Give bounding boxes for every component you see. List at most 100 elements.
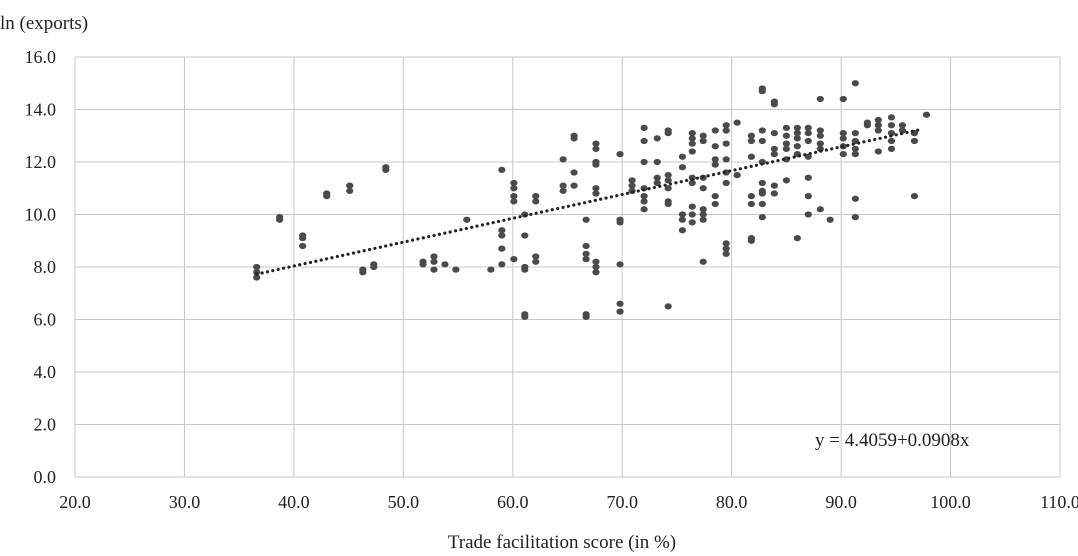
data-point — [521, 263, 529, 271]
data-point — [770, 130, 778, 137]
data-point — [711, 156, 719, 163]
data-point — [816, 132, 824, 139]
data-point — [711, 193, 719, 200]
data-point — [510, 179, 518, 187]
data-point — [664, 172, 672, 179]
data-point — [887, 145, 896, 152]
data-point — [616, 216, 624, 223]
data-point — [699, 185, 707, 192]
data-point — [747, 137, 755, 145]
data-point — [804, 193, 812, 200]
x-tick-label: 40.0 — [278, 492, 310, 512]
data-point — [430, 266, 438, 273]
data-point — [863, 119, 871, 126]
data-point — [699, 216, 707, 223]
data-point — [640, 158, 648, 166]
data-point — [758, 214, 766, 221]
data-point — [640, 193, 648, 200]
data-point — [532, 258, 540, 265]
data-point — [582, 216, 590, 223]
data-point — [678, 227, 687, 234]
data-point — [688, 203, 696, 210]
data-point — [887, 122, 896, 129]
data-point — [616, 308, 624, 315]
data-point — [688, 135, 696, 142]
data-point — [688, 140, 696, 147]
data-point — [559, 182, 567, 189]
x-tick-label: 60.0 — [497, 492, 529, 512]
x-tick-label: 90.0 — [825, 492, 857, 512]
x-axis-title: Trade facilitation score (in %) — [448, 532, 676, 553]
data-point — [711, 200, 719, 208]
data-point — [664, 177, 672, 184]
data-point — [782, 177, 790, 184]
data-point — [770, 151, 778, 158]
data-point — [498, 232, 506, 239]
data-point — [323, 190, 331, 197]
data-point — [804, 174, 812, 181]
data-point — [664, 127, 672, 134]
data-point — [782, 145, 790, 152]
y-tick-label: 0.0 — [34, 467, 57, 487]
data-point — [887, 130, 896, 137]
x-tick-label: 50.0 — [388, 492, 420, 512]
data-point — [711, 161, 719, 168]
data-point — [678, 164, 687, 171]
data-point — [747, 200, 755, 208]
y-tick-label: 10.0 — [25, 205, 57, 225]
data-point — [532, 193, 540, 200]
data-point — [898, 127, 907, 134]
data-point — [758, 187, 766, 194]
data-point — [851, 195, 859, 202]
x-tick-label: 110.0 — [1040, 492, 1078, 512]
data-point — [678, 216, 687, 223]
data-point — [532, 253, 540, 260]
data-point — [346, 182, 354, 189]
data-point — [793, 135, 801, 142]
x-tick-label: 20.0 — [59, 492, 91, 512]
data-point — [498, 227, 506, 234]
data-point — [722, 140, 730, 147]
data-point — [747, 235, 755, 242]
data-point — [782, 132, 790, 139]
x-tick-labels: 20.0 30.0 40.0 50.0 60.0 70.0 80.0 90.0 100.0 110… — [59, 492, 1078, 512]
data-point — [664, 303, 672, 310]
data-point — [874, 122, 882, 129]
data-point — [678, 153, 687, 160]
data-point — [582, 311, 590, 318]
data-point — [688, 219, 696, 226]
y-tick-label: 12.0 — [25, 152, 57, 172]
data-point — [359, 266, 367, 273]
data-point — [804, 124, 812, 131]
data-point — [793, 235, 801, 242]
data-point — [898, 122, 907, 129]
data-point — [430, 258, 438, 265]
data-point — [711, 127, 719, 134]
data-point — [628, 177, 636, 184]
data-point — [592, 145, 600, 152]
data-point — [851, 214, 859, 221]
data-point — [253, 263, 261, 271]
data-point — [678, 211, 687, 218]
data-point — [616, 151, 624, 158]
data-point — [887, 114, 896, 121]
data-point — [804, 153, 812, 160]
data-point — [640, 137, 648, 145]
data-point — [559, 156, 567, 163]
y-tick-label: 4.0 — [34, 362, 57, 382]
data-point — [733, 119, 741, 126]
grid-lines — [74, 56, 1061, 478]
data-point — [711, 143, 719, 150]
data-point — [699, 132, 707, 139]
data-point — [592, 190, 600, 197]
data-point — [521, 311, 529, 318]
x-tick-label: 80.0 — [716, 492, 748, 512]
data-point — [276, 214, 284, 221]
data-point — [874, 116, 882, 124]
x-tick-label: 70.0 — [606, 492, 638, 512]
data-point — [816, 206, 824, 213]
data-point — [747, 193, 755, 200]
data-point — [452, 266, 460, 273]
data-point — [770, 182, 778, 189]
data-point — [559, 187, 567, 194]
